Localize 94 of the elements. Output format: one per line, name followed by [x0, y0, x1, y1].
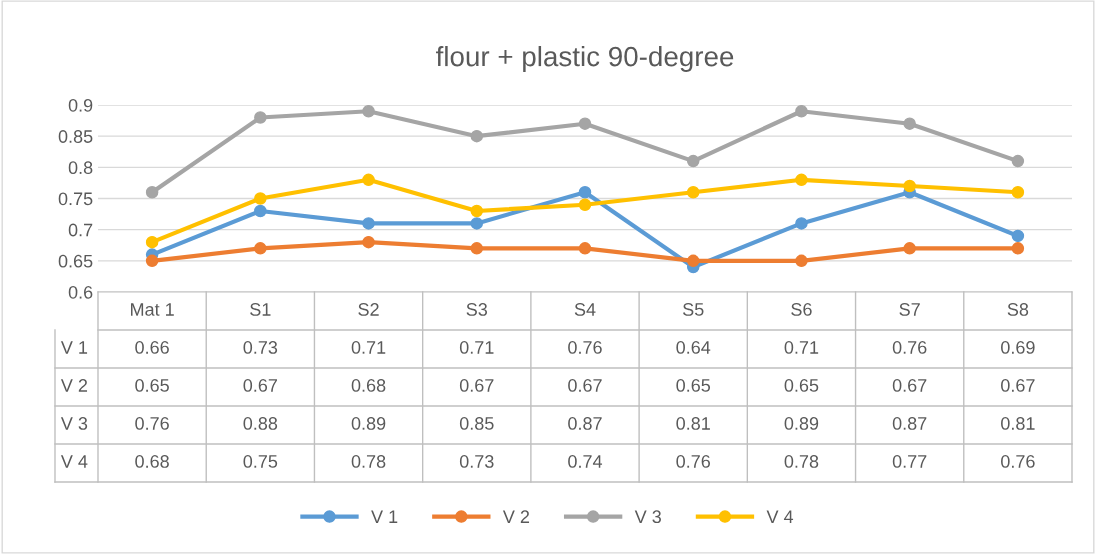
- point: [470, 204, 484, 218]
- data-label: 0.77: [892, 455, 927, 468]
- data-label: 0.71: [351, 341, 386, 354]
- point: [578, 198, 592, 211]
- x-tick-label: S3: [466, 303, 488, 316]
- point: [470, 217, 484, 230]
- x-tick-label: S6: [791, 303, 812, 316]
- point: [686, 186, 700, 199]
- point: [795, 105, 808, 118]
- point: [145, 186, 159, 199]
- data-label: 0.71: [459, 341, 494, 354]
- y-tick-label: 0.75: [58, 192, 93, 206]
- data-label: 0.74: [568, 455, 603, 468]
- data-label: 0.65: [135, 379, 169, 392]
- data-label: 0.85: [459, 417, 494, 430]
- chart-title: flour + plastic 90-degree: [436, 45, 734, 72]
- data-label: 0.68: [135, 455, 169, 468]
- point: [362, 235, 375, 249]
- data-label: 0.67: [568, 379, 602, 392]
- data-label: 0.81: [1001, 417, 1035, 430]
- data-label: 0.66: [135, 341, 169, 354]
- x-tick-label: S5: [683, 303, 704, 316]
- data-label: 0.65: [676, 379, 711, 392]
- point: [578, 242, 592, 255]
- point: [254, 192, 267, 205]
- data-label: 0.76: [135, 417, 169, 430]
- data-label: 0.89: [784, 417, 819, 430]
- point: [470, 129, 484, 143]
- y-tick-label: 0.8: [68, 161, 93, 175]
- data-label: 0.69: [1001, 341, 1035, 354]
- y-tick-label: 0.9: [68, 98, 93, 112]
- point: [578, 186, 592, 199]
- data-label: 0.76: [568, 341, 602, 354]
- data-label: 0.73: [459, 455, 494, 468]
- legend-label: V 3: [634, 510, 661, 524]
- data-label: 0.76: [1001, 455, 1035, 468]
- y-tick-label: 0.65: [58, 254, 93, 268]
- data-label: 0.75: [243, 455, 278, 468]
- point: [903, 242, 916, 255]
- point: [362, 217, 375, 230]
- data-label: 0.67: [1001, 379, 1035, 392]
- data-label: 0.67: [892, 379, 927, 392]
- point: [254, 204, 267, 218]
- data-label: 0.87: [568, 417, 602, 430]
- text: V 1: [60, 341, 88, 354]
- data-label: 0.78: [784, 455, 819, 468]
- data-label: 0.71: [784, 341, 819, 354]
- data-label: 0.68: [351, 379, 386, 392]
- y-tick-label: 0.6: [68, 285, 93, 299]
- point: [686, 154, 700, 168]
- point: [686, 254, 700, 268]
- point: [1011, 186, 1025, 199]
- data-label: 0.81: [676, 417, 710, 430]
- point: [1011, 154, 1025, 168]
- legend-label: V 1: [371, 510, 398, 523]
- point: [145, 254, 159, 268]
- y-tick-label: 0.85: [58, 130, 93, 143]
- point: [470, 242, 484, 255]
- point: [795, 217, 808, 230]
- point: [254, 242, 267, 255]
- point: [362, 105, 375, 118]
- point: [1011, 229, 1025, 243]
- text: V 4: [60, 455, 88, 468]
- data-label: 0.64: [676, 341, 711, 354]
- point: [254, 111, 267, 124]
- legend-label: V 2: [502, 510, 530, 523]
- point: [903, 179, 916, 193]
- x-tick-label: S2: [358, 303, 379, 316]
- data-label: 0.76: [676, 455, 710, 468]
- x-tick-label: S7: [899, 303, 920, 316]
- data-label: 0.88: [243, 417, 278, 430]
- point: [903, 117, 916, 130]
- data-label: 0.87: [892, 417, 927, 430]
- x-tick-label: S8: [1007, 303, 1029, 316]
- point: [795, 254, 808, 268]
- point: [795, 173, 808, 187]
- legend-label: V 4: [766, 510, 794, 523]
- point: [1011, 242, 1025, 255]
- y-tick-label: 0.7: [68, 223, 93, 237]
- data-label: 0.89: [351, 417, 386, 430]
- data-label: 0.65: [784, 379, 819, 392]
- data-label: 0.67: [243, 379, 277, 392]
- text: V 2: [60, 379, 88, 392]
- data-label: 0.78: [351, 455, 386, 468]
- point: [362, 173, 375, 187]
- text: V 3: [60, 417, 88, 430]
- data-label: 0.76: [892, 341, 927, 354]
- data-label: 0.73: [243, 341, 278, 354]
- data-label: 0.67: [459, 379, 494, 392]
- x-tick-label: Mat 1: [131, 303, 174, 316]
- x-tick-label: S4: [574, 303, 596, 316]
- point: [145, 235, 159, 249]
- x-tick-label: S1: [250, 303, 271, 316]
- point: [578, 117, 592, 130]
